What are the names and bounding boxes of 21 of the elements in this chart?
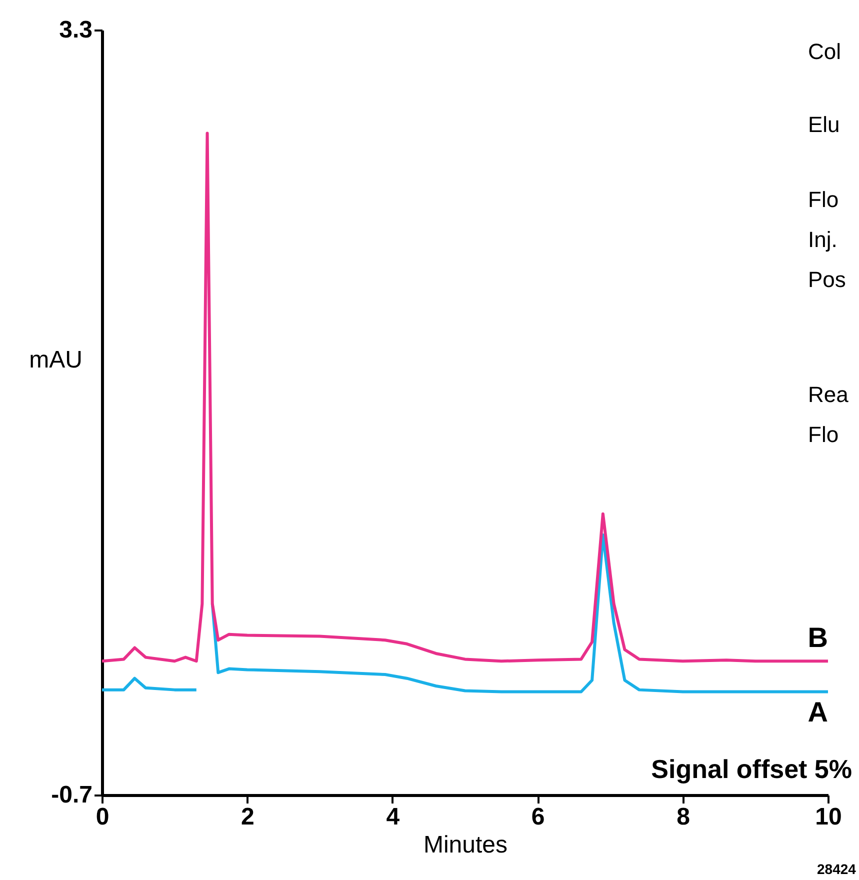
annotation: Rea: [808, 382, 850, 407]
y-tick-label: -0.7: [51, 782, 92, 808]
x-tick-label: 2: [241, 804, 254, 830]
x-tick-label: 10: [815, 804, 842, 830]
annotation: Flo: [808, 422, 839, 447]
y-axis-title: mAU: [29, 346, 82, 374]
annotation: Signal offset 5%: [651, 754, 852, 784]
annotation: Pos: [808, 267, 846, 292]
x-tick-label: 8: [676, 804, 690, 830]
annotation: Elu: [808, 112, 840, 137]
annotation: Inj.: [808, 227, 838, 252]
annotation: Flo: [808, 187, 839, 212]
text: 28424: [817, 861, 856, 877]
x-axis-title: Minutes: [423, 832, 508, 858]
x-tick-label: 4: [386, 804, 400, 830]
x-tick-label: 0: [96, 804, 110, 830]
series-label: B: [808, 622, 828, 654]
series-label: A: [808, 696, 828, 728]
annotation: Col: [808, 39, 842, 64]
x-tick-label: 6: [531, 804, 545, 830]
y-tick-label: 3.3: [59, 16, 92, 44]
